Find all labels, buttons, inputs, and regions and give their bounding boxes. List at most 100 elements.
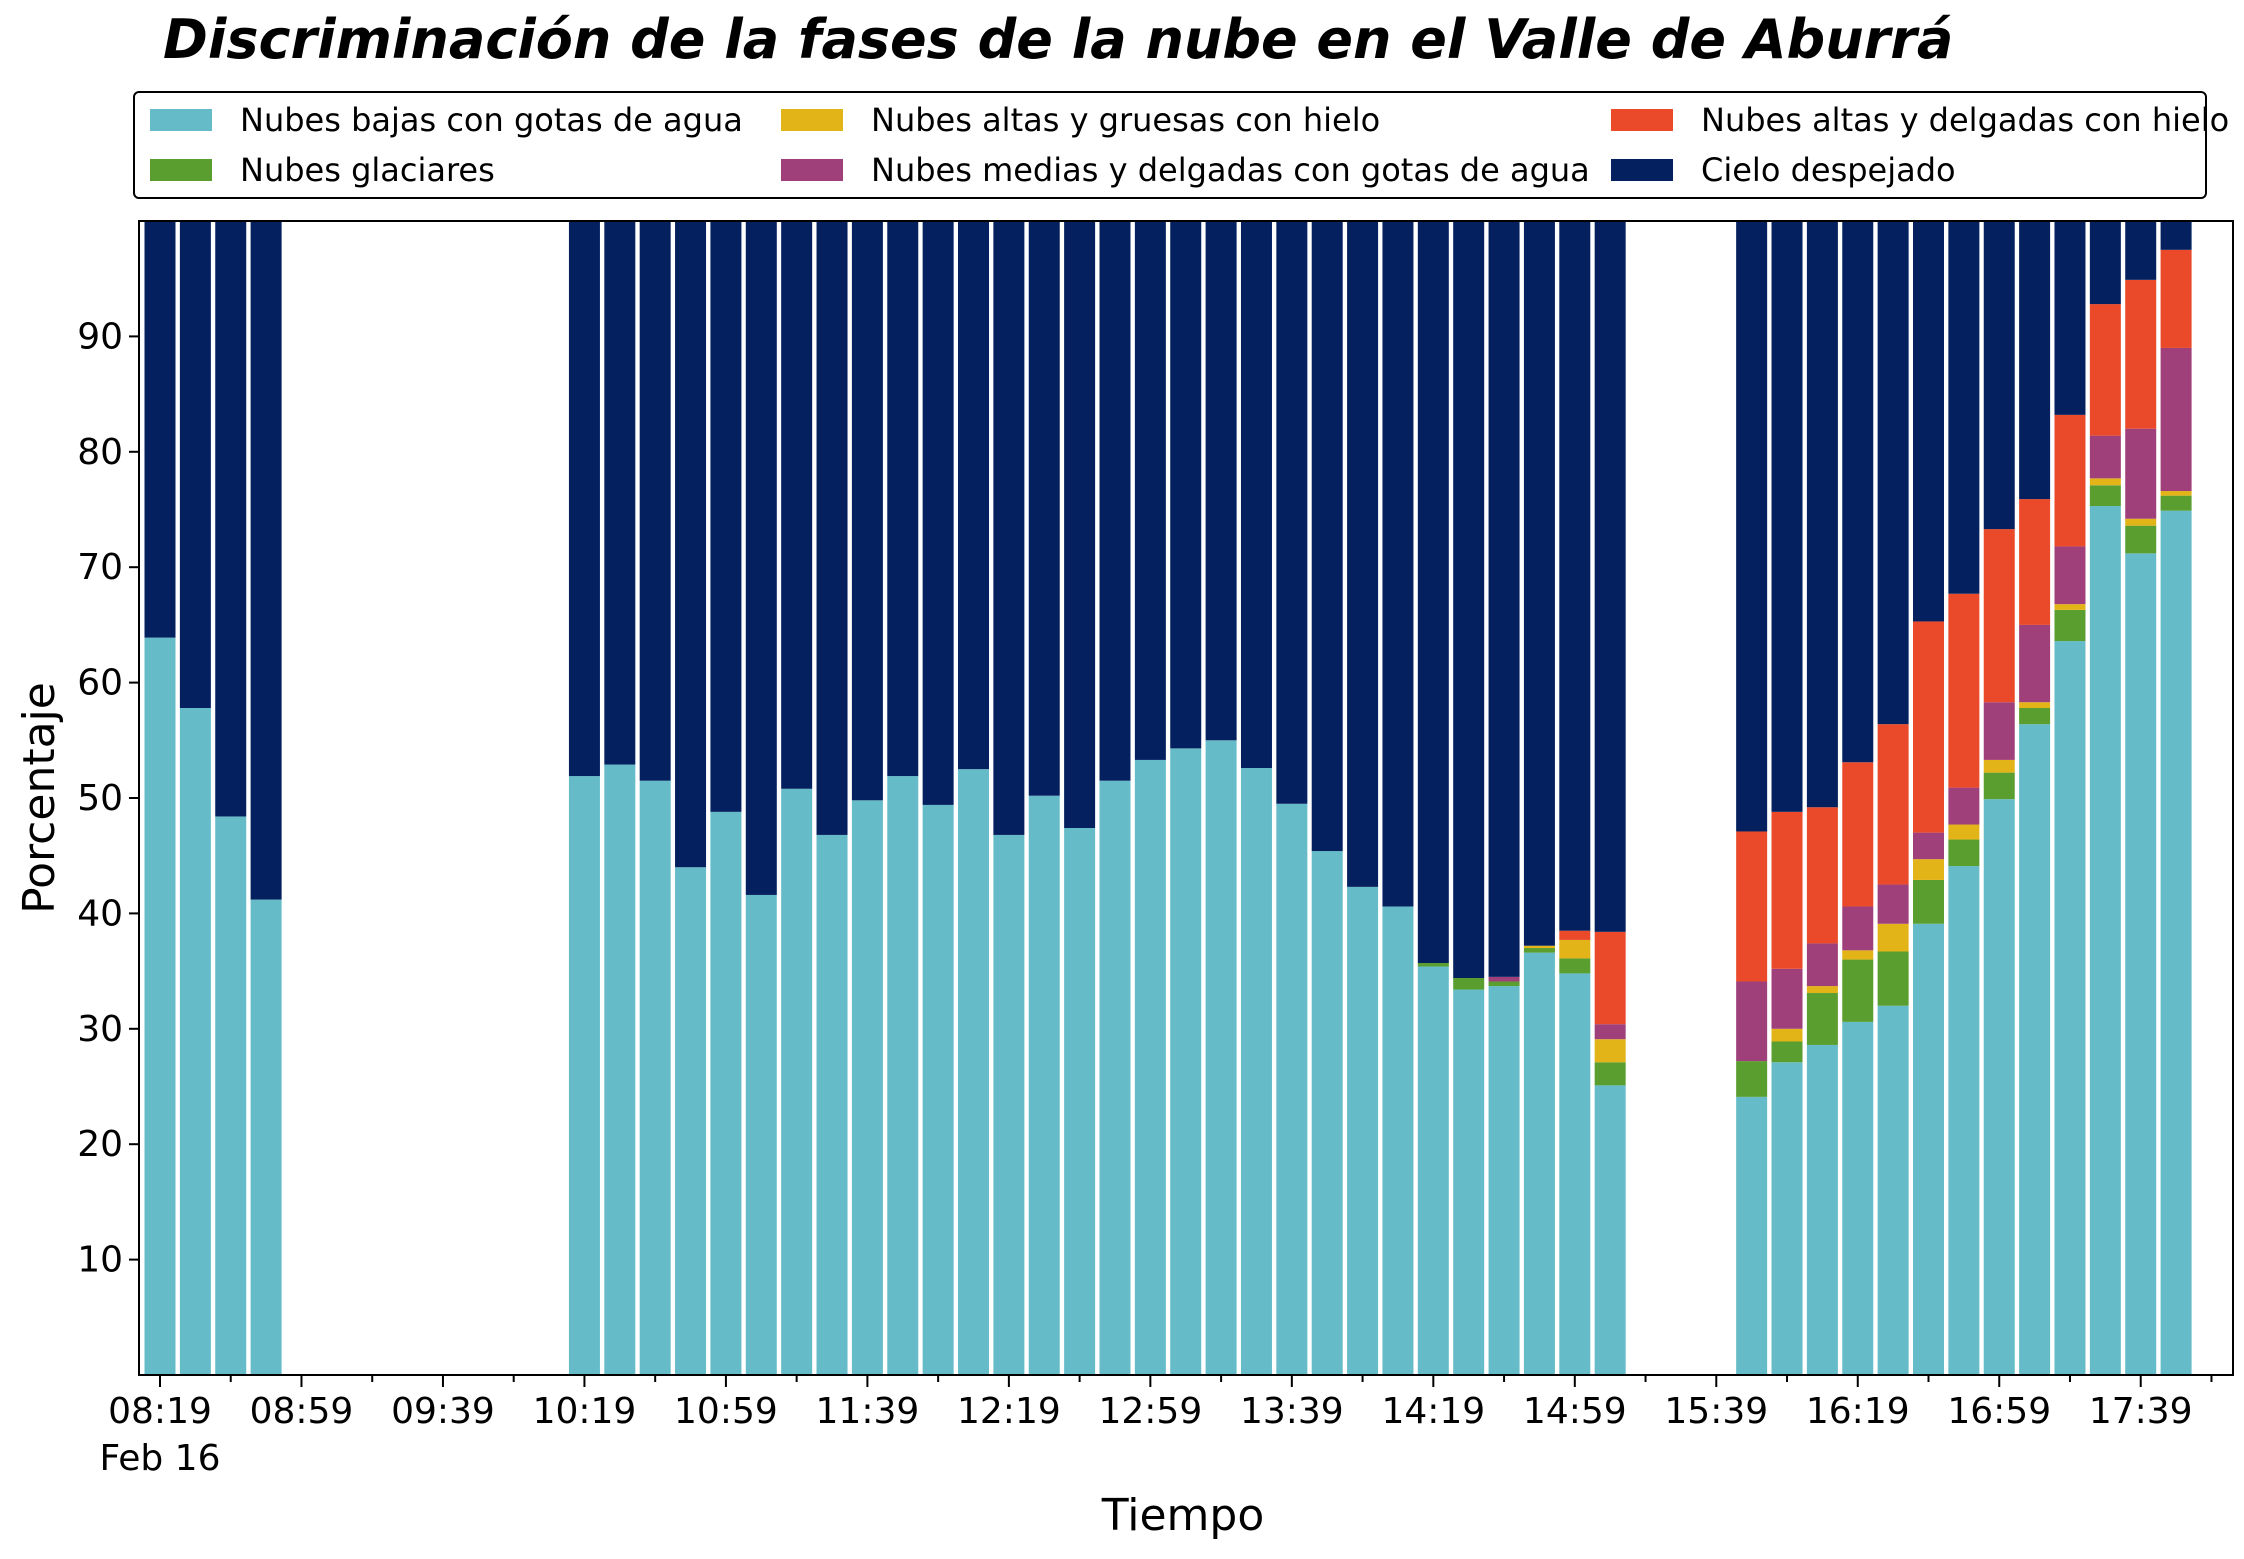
bar-segment bbox=[1559, 973, 1591, 1375]
bar-segment bbox=[745, 894, 777, 1375]
bar-segment bbox=[2125, 525, 2157, 554]
bar-segment bbox=[1311, 851, 1343, 1375]
x-tick-label: 16:19 bbox=[1806, 1391, 1910, 1432]
x-axis-label: Tiempo bbox=[1101, 1490, 1265, 1541]
bar-segment bbox=[1877, 221, 1909, 725]
bar-segment bbox=[781, 221, 813, 789]
bar-segment bbox=[1523, 952, 1555, 1375]
bar-segment bbox=[1913, 859, 1944, 880]
legend-swatch bbox=[150, 109, 212, 131]
bar-segment bbox=[993, 834, 1025, 1375]
x-tick-label: 08:19 bbox=[108, 1391, 212, 1432]
bar-segment bbox=[2019, 724, 2051, 1375]
bar-segment bbox=[1311, 221, 1343, 852]
bar-segment bbox=[1559, 958, 1591, 974]
bar-segment bbox=[639, 780, 671, 1375]
bar-segment bbox=[1453, 989, 1485, 1375]
bar-segment bbox=[1064, 221, 1096, 828]
bar-segment bbox=[1842, 221, 1874, 763]
bar-segment bbox=[1736, 831, 1768, 982]
legend-label: Nubes medias y delgadas con gotas de agu… bbox=[871, 151, 1590, 189]
legend-item-cielo-despejado: Cielo despejado bbox=[1611, 151, 1956, 189]
bar-segment bbox=[1913, 923, 1944, 1375]
legend-swatch bbox=[1611, 109, 1673, 131]
bar-segment bbox=[1913, 879, 1944, 924]
bar-segment bbox=[2160, 249, 2192, 348]
bar-segment bbox=[1559, 221, 1591, 931]
bar-segment bbox=[1523, 948, 1555, 953]
bar-segment bbox=[2054, 221, 2086, 415]
bar-segment bbox=[1948, 787, 1980, 825]
bar-segment bbox=[215, 816, 247, 1375]
x-tick-label: 14:19 bbox=[1381, 1391, 1485, 1432]
bar-segment bbox=[1948, 221, 1980, 594]
bar-segment bbox=[2125, 518, 2157, 526]
x-tick-label: 10:59 bbox=[674, 1391, 778, 1432]
x-tick-label: 12:19 bbox=[957, 1391, 1061, 1432]
bar-segment bbox=[922, 221, 954, 805]
bar-segment bbox=[1771, 221, 1803, 812]
legend-label: Nubes altas y gruesas con hielo bbox=[871, 101, 1381, 139]
bar-segment bbox=[2125, 279, 2157, 429]
bar-segment bbox=[144, 221, 176, 638]
bar-segment bbox=[1170, 221, 1202, 749]
bar-segment bbox=[1594, 221, 1626, 932]
bar-segment bbox=[1877, 951, 1909, 1006]
bar-segment bbox=[1771, 811, 1803, 969]
bar-segment bbox=[1488, 221, 1520, 977]
bar-segment bbox=[2089, 221, 2121, 305]
bar-segment bbox=[2160, 491, 2192, 496]
bar-segment bbox=[1488, 981, 1520, 987]
bar-segment bbox=[1240, 221, 1272, 768]
bar-segment bbox=[1417, 966, 1449, 1375]
bar-segment bbox=[1806, 807, 1838, 944]
bar-segment bbox=[2089, 478, 2121, 486]
bar-segment bbox=[1594, 1085, 1626, 1375]
bar-segment bbox=[1842, 762, 1874, 907]
bar-segment bbox=[1417, 221, 1449, 964]
bar-segment bbox=[2125, 428, 2157, 519]
bar-segment bbox=[1842, 1021, 1874, 1375]
bar-segment bbox=[1523, 945, 1555, 949]
bar-segment bbox=[1913, 832, 1944, 860]
bar-segment bbox=[1736, 1096, 1768, 1375]
bar-segment bbox=[1948, 593, 1980, 788]
bar-segment bbox=[2089, 304, 2121, 436]
bar-segment bbox=[887, 221, 919, 777]
bar-segment bbox=[1453, 978, 1485, 990]
bar-segment bbox=[2019, 702, 2051, 708]
bar-segment bbox=[675, 867, 707, 1375]
bar-segment bbox=[1240, 768, 1272, 1375]
bar-segment bbox=[2019, 499, 2051, 625]
bar-segment bbox=[2160, 221, 2192, 250]
bar-segment bbox=[1276, 221, 1308, 804]
bar-segment bbox=[568, 221, 600, 777]
legend-item-nubes-altas-gruesas: Nubes altas y gruesas con hielo bbox=[781, 101, 1380, 139]
bar-segment bbox=[1099, 221, 1131, 781]
y-tick-label: 20 bbox=[77, 1124, 123, 1165]
bar-segment bbox=[887, 776, 919, 1375]
bar-segment bbox=[1948, 839, 1980, 867]
bar-segment bbox=[1594, 1024, 1626, 1040]
y-axis-label: Porcentaje bbox=[14, 682, 65, 914]
bar-segment bbox=[1134, 759, 1166, 1375]
bar-segment bbox=[1559, 939, 1591, 959]
bar-segment bbox=[993, 221, 1025, 835]
bar-segment bbox=[604, 764, 636, 1375]
bar-segment bbox=[2019, 707, 2051, 725]
bar-segment bbox=[1771, 1028, 1803, 1042]
x-tick-label: 08:59 bbox=[250, 1391, 354, 1432]
bar-segment bbox=[1205, 221, 1237, 741]
legend-swatch bbox=[781, 159, 843, 181]
bar-segment bbox=[2160, 510, 2192, 1375]
bar-segment bbox=[1983, 221, 2015, 530]
bar-segment bbox=[1453, 221, 1485, 979]
bar-segment bbox=[1842, 906, 1874, 951]
bar-segment bbox=[1913, 621, 1944, 833]
bar-segment bbox=[1983, 759, 2015, 773]
bar-segment bbox=[781, 788, 813, 1375]
bar-segment bbox=[2160, 495, 2192, 511]
bar-segment bbox=[1523, 221, 1555, 946]
legend-item-nubes-altas-delgadas: Nubes altas y delgadas con hielo bbox=[1611, 101, 2229, 139]
chart-title: Discriminación de la fases de la nube en… bbox=[163, 8, 1954, 71]
